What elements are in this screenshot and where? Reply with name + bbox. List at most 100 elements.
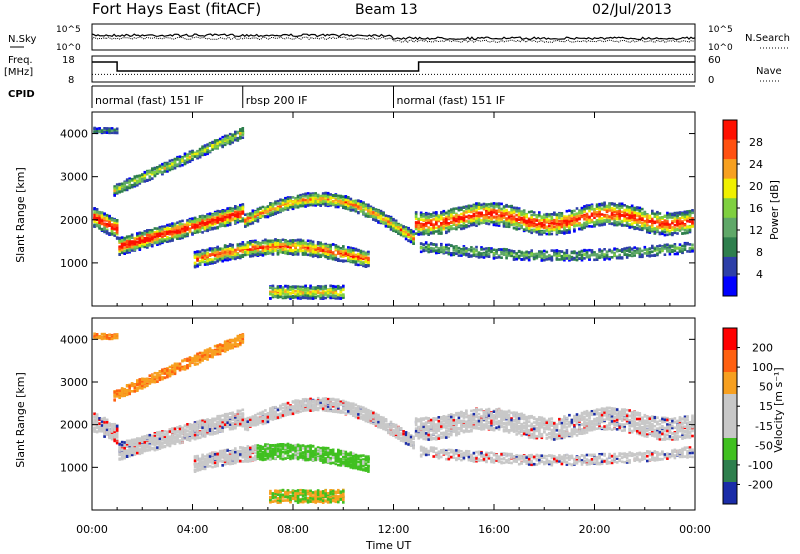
scatter-point <box>286 287 290 291</box>
scatter-point <box>495 205 498 208</box>
scatter-point <box>188 152 192 155</box>
scatter-point <box>203 215 207 218</box>
scatter-point <box>110 230 114 233</box>
scatter-point <box>234 136 237 140</box>
scatter-point <box>530 249 533 252</box>
scatter-point <box>294 251 297 255</box>
scatter-point <box>460 249 463 253</box>
scatter-point <box>329 288 332 292</box>
scatter-point <box>198 230 202 233</box>
scatter-point <box>196 230 199 233</box>
scatter-point <box>392 221 395 225</box>
scatter-point <box>203 145 207 148</box>
scatter-point <box>306 253 310 257</box>
scatter-point <box>344 252 348 255</box>
scatter-point <box>161 227 164 231</box>
scatter-point <box>407 235 410 239</box>
scatter-point <box>279 293 282 296</box>
scatter-point <box>510 209 513 212</box>
scatter-point <box>329 193 332 196</box>
scatter-point <box>480 246 483 249</box>
scatter-point <box>329 284 332 288</box>
scatter-point <box>274 245 277 248</box>
scatter-point <box>477 252 481 255</box>
scatter-point <box>457 254 461 257</box>
scatter-point <box>507 212 511 216</box>
scatter-point <box>367 264 370 268</box>
scatter-point <box>291 207 295 210</box>
scatter-point <box>527 255 531 259</box>
scatter-point <box>141 180 144 183</box>
scatter-point <box>294 204 297 208</box>
scatter-point <box>505 250 508 254</box>
scatter-point <box>291 296 295 299</box>
scatter-point <box>166 240 169 243</box>
scatter-point <box>301 204 305 208</box>
scatter-point <box>490 208 493 211</box>
scatter-point <box>362 261 365 264</box>
cpid-segments: normal (fast) 151 IF rbsp 200 IF normal (f… <box>91 85 695 108</box>
scatter-point <box>384 222 388 225</box>
scatter-point <box>269 249 272 253</box>
scatter-point <box>339 291 343 294</box>
scatter-point <box>211 145 214 149</box>
scatter-point <box>517 223 521 226</box>
scatter-point <box>211 216 214 220</box>
scatter-point <box>487 253 491 256</box>
scatter-point <box>100 212 104 215</box>
scatter-point <box>424 228 428 232</box>
scatter-point <box>450 208 453 212</box>
scatter-point <box>234 257 237 261</box>
scatter-point <box>422 231 425 234</box>
scatter-point <box>191 153 194 156</box>
scatter-point <box>432 243 435 246</box>
scatter-point <box>223 258 227 262</box>
scatter-point <box>186 158 189 161</box>
scatter-point <box>422 246 425 250</box>
scatter-point <box>181 228 184 231</box>
scatter-point <box>133 183 137 187</box>
scatter-point <box>241 241 245 244</box>
scatter-point <box>166 223 169 227</box>
scatter-point <box>462 214 466 217</box>
scatter-point <box>422 232 425 236</box>
scatter-point <box>475 202 478 205</box>
scatter-point <box>517 255 521 258</box>
scatter-point <box>261 246 265 250</box>
scatter-point <box>274 238 277 241</box>
scatter-point <box>545 215 549 218</box>
scatter-point <box>259 212 262 215</box>
scatter-point <box>163 163 167 166</box>
scatter-point <box>427 215 430 218</box>
scatter-point <box>414 225 418 229</box>
scatter-point <box>103 217 106 221</box>
scatter-point <box>527 251 531 254</box>
scatter-point <box>414 211 418 214</box>
scatter-point <box>429 227 433 230</box>
scatter-point <box>442 248 446 252</box>
scatter-point <box>352 257 355 261</box>
cpid-segment-label: normal (fast) 151 IF <box>397 94 506 107</box>
scatter-point <box>236 247 240 250</box>
scatter-point <box>447 222 451 225</box>
scatter-point <box>178 233 182 236</box>
scatter-point <box>337 196 340 200</box>
scatter-point <box>354 257 358 260</box>
scatter-point <box>311 286 315 289</box>
scatter-point <box>311 196 315 200</box>
scatter-point <box>309 198 312 201</box>
scatter-point <box>535 255 539 258</box>
scatter-point <box>226 221 229 224</box>
scatter-point <box>206 150 209 154</box>
scatter-point <box>138 237 142 240</box>
scatter-point <box>304 296 307 300</box>
scatter-point <box>128 180 131 184</box>
scatter-point <box>156 235 159 238</box>
scatter-point <box>545 212 549 216</box>
scatter-point <box>173 230 177 234</box>
scatter-point <box>432 231 435 234</box>
scatter-point <box>166 226 169 230</box>
scatter-point <box>311 295 315 299</box>
scatter-point <box>440 226 443 230</box>
scatter-point <box>354 263 358 266</box>
